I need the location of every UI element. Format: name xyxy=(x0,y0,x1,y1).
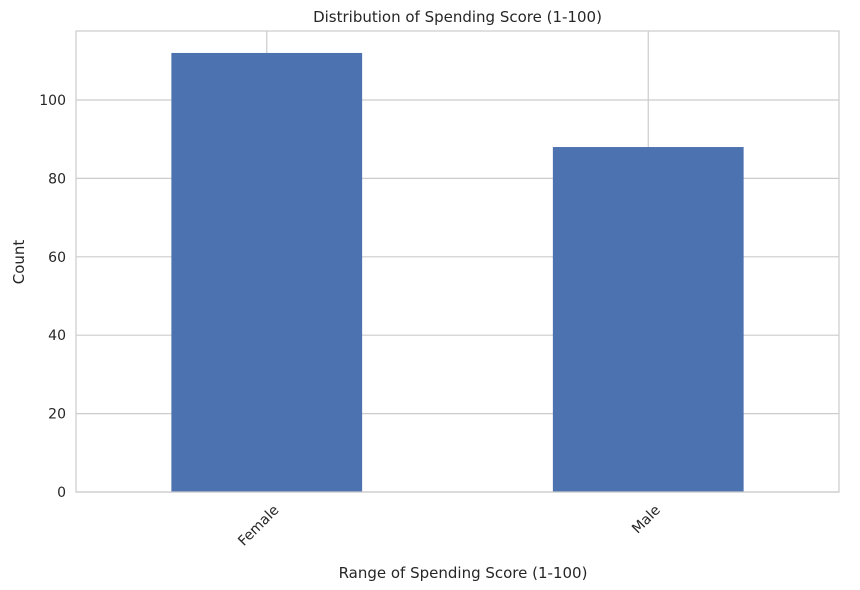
x-tick-label: Male xyxy=(629,502,664,537)
y-axis-label: Count xyxy=(10,240,28,285)
x-tick-labels: Female Male xyxy=(235,502,664,549)
bar-female xyxy=(171,52,363,492)
y-tick-label: 0 xyxy=(57,485,66,501)
y-tick-label: 40 xyxy=(48,328,66,344)
bar-male xyxy=(552,147,744,493)
x-axis-label: Range of Spending Score (1-100) xyxy=(339,564,588,582)
plot-frame xyxy=(75,30,840,493)
x-tick-label: Female xyxy=(235,502,282,549)
y-tick-label: 100 xyxy=(39,93,66,109)
y-tick-label: 80 xyxy=(48,171,66,187)
bar-layer xyxy=(171,52,744,493)
chart-title: Distribution of Spending Score (1-100) xyxy=(313,8,602,26)
y-tick-label: 20 xyxy=(48,407,66,423)
y-tick-label: 60 xyxy=(48,250,66,266)
y-tick-labels: 0 20 40 60 80 100 xyxy=(39,93,66,501)
